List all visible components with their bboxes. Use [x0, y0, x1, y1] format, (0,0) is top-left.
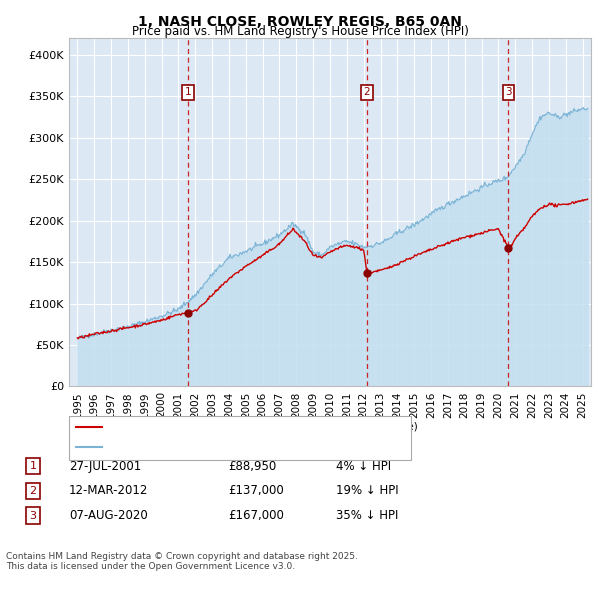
Text: Contains HM Land Registry data © Crown copyright and database right 2025.
This d: Contains HM Land Registry data © Crown c… [6, 552, 358, 571]
Text: 2: 2 [364, 87, 370, 97]
Text: 12-MAR-2012: 12-MAR-2012 [69, 484, 148, 497]
Text: 1: 1 [29, 461, 37, 471]
Text: £88,950: £88,950 [228, 460, 276, 473]
Text: £137,000: £137,000 [228, 484, 284, 497]
Text: Price paid vs. HM Land Registry's House Price Index (HPI): Price paid vs. HM Land Registry's House … [131, 25, 469, 38]
Text: 1: 1 [185, 87, 191, 97]
Text: 4% ↓ HPI: 4% ↓ HPI [336, 460, 391, 473]
Text: 07-AUG-2020: 07-AUG-2020 [69, 509, 148, 522]
Text: 1, NASH CLOSE, ROWLEY REGIS, B65 0AN: 1, NASH CLOSE, ROWLEY REGIS, B65 0AN [138, 15, 462, 30]
Text: 3: 3 [505, 87, 512, 97]
Text: 19% ↓ HPI: 19% ↓ HPI [336, 484, 398, 497]
Text: HPI: Average price, detached house, Sandwell: HPI: Average price, detached house, Sand… [106, 442, 346, 451]
Text: £167,000: £167,000 [228, 509, 284, 522]
Text: 27-JUL-2001: 27-JUL-2001 [69, 460, 141, 473]
Text: 1, NASH CLOSE, ROWLEY REGIS, B65 0AN (detached house): 1, NASH CLOSE, ROWLEY REGIS, B65 0AN (de… [106, 422, 418, 431]
Text: 3: 3 [29, 511, 37, 520]
Text: 2: 2 [29, 486, 37, 496]
Text: 35% ↓ HPI: 35% ↓ HPI [336, 509, 398, 522]
